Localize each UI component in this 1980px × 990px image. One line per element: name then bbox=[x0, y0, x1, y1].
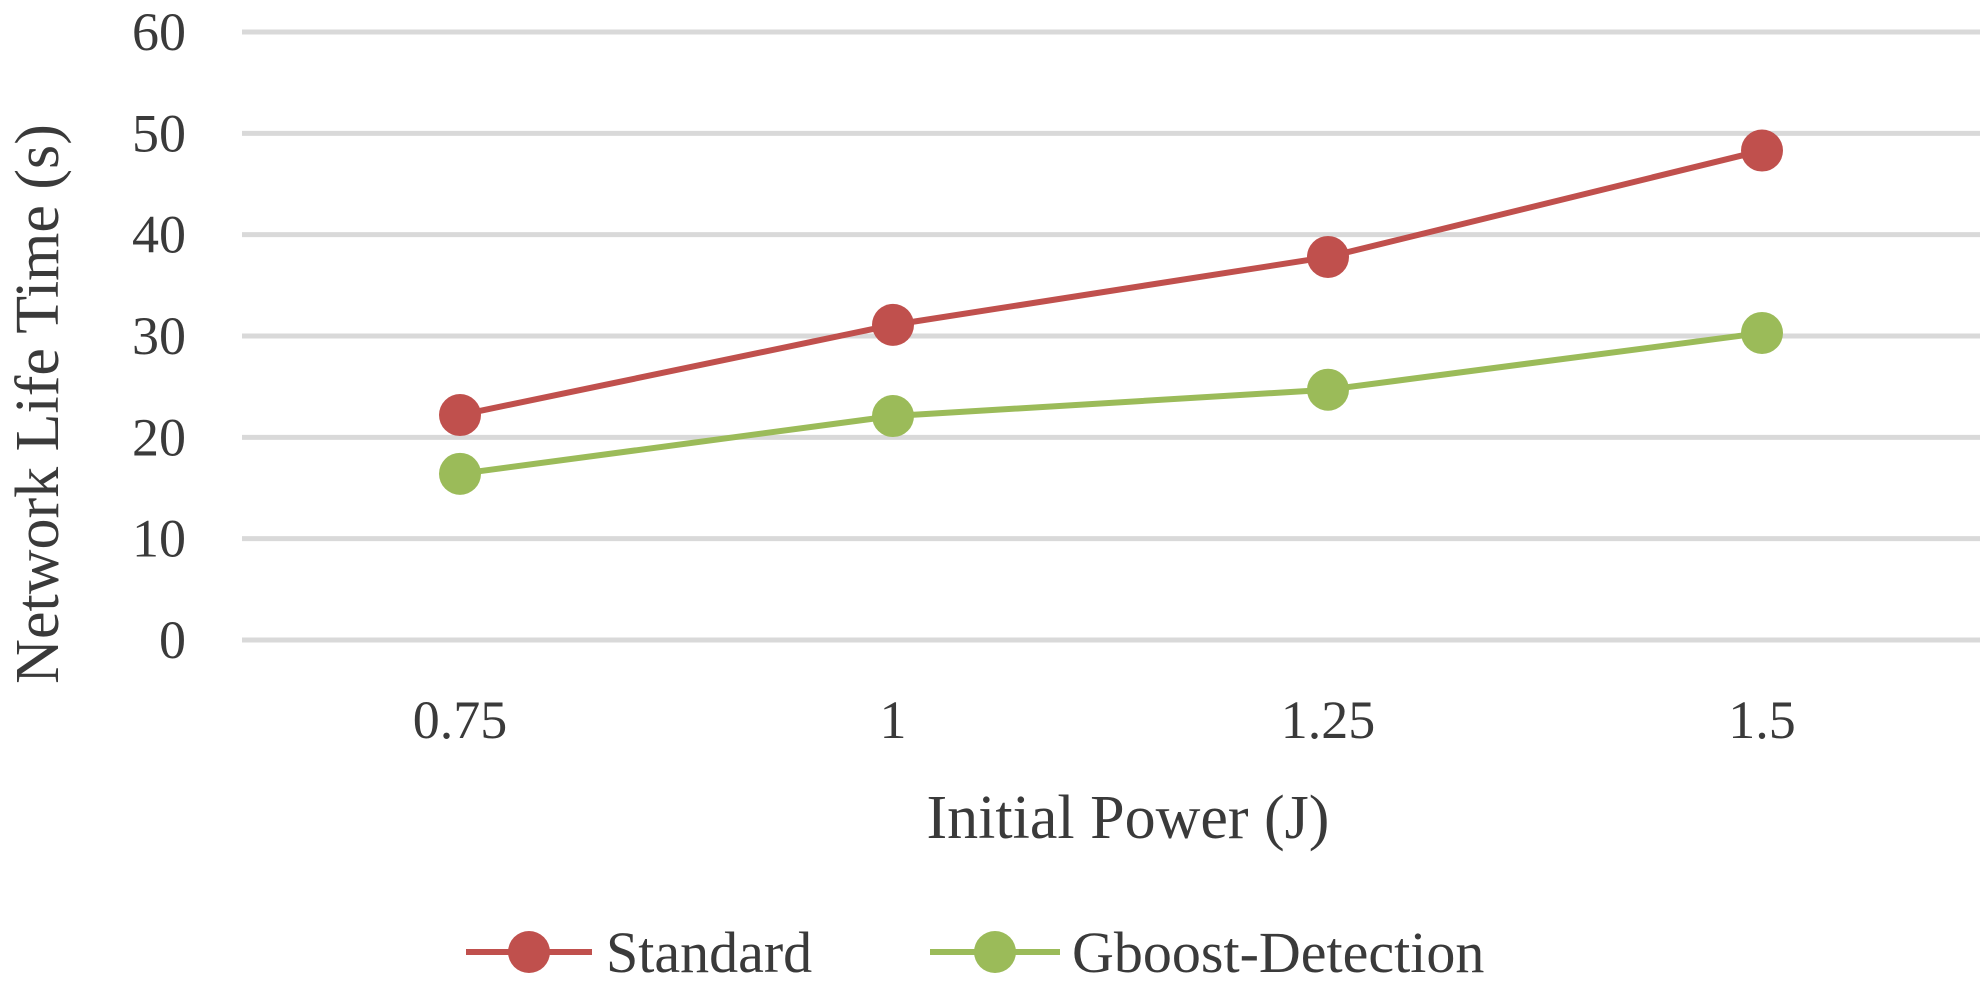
series-line bbox=[457, 147, 1765, 419]
x-tick-label: 1.5 bbox=[1728, 690, 1796, 750]
gridlines bbox=[242, 29, 1980, 643]
series-gboost-detection bbox=[439, 311, 1783, 495]
data-point bbox=[1307, 235, 1349, 278]
x-tick-label: 1.25 bbox=[1281, 690, 1376, 750]
legend-label: Gboost-Detection bbox=[1072, 920, 1484, 985]
data-point bbox=[439, 394, 481, 437]
data-point bbox=[872, 303, 914, 346]
data-point bbox=[439, 452, 481, 495]
y-axis-title: Network Life Time (s) bbox=[4, 124, 72, 684]
series-group bbox=[439, 129, 1783, 495]
x-axis-title: Initial Power (J) bbox=[927, 784, 1330, 852]
legend-marker bbox=[974, 931, 1016, 973]
y-axis-ticks: 0 10 20 30 40 50 60 bbox=[132, 2, 186, 670]
y-tick-label: 0 bbox=[159, 610, 186, 670]
y-tick-label: 50 bbox=[132, 103, 186, 163]
y-tick-label: 40 bbox=[132, 205, 186, 265]
y-tick-label: 30 bbox=[132, 306, 186, 366]
data-point bbox=[1741, 129, 1783, 172]
legend: Standard Gboost-Detection bbox=[466, 920, 1484, 985]
series-line bbox=[457, 329, 1765, 477]
legend-item: Gboost-Detection bbox=[930, 920, 1484, 985]
data-point bbox=[1307, 368, 1349, 411]
legend-item: Standard bbox=[466, 920, 812, 985]
y-tick-label: 20 bbox=[132, 407, 186, 467]
y-tick-label: 10 bbox=[132, 509, 186, 569]
x-tick-label: 1 bbox=[880, 690, 907, 750]
data-point bbox=[1741, 311, 1783, 354]
x-tick-label: 0.75 bbox=[413, 690, 508, 750]
y-tick-label: 60 bbox=[132, 2, 186, 62]
data-point bbox=[872, 395, 914, 438]
series-standard bbox=[439, 129, 1783, 437]
x-axis-ticks: 0.75 1 1.25 1.5 bbox=[413, 690, 1796, 750]
legend-marker bbox=[508, 931, 550, 973]
legend-label: Standard bbox=[606, 920, 812, 985]
